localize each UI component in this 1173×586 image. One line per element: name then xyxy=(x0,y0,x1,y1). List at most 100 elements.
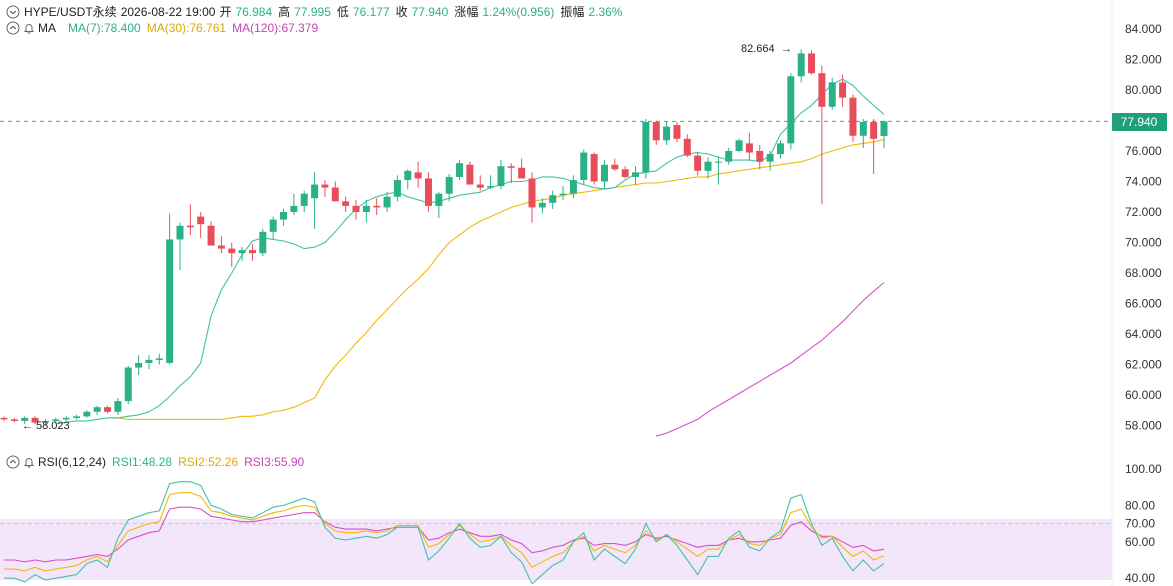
price-axis-tick: 76.000 xyxy=(1125,144,1162,158)
candle-body xyxy=(52,419,60,421)
candle-body xyxy=(176,225,184,240)
rsi2-line xyxy=(4,492,885,572)
candle-body xyxy=(321,184,329,188)
candle-body xyxy=(342,201,350,206)
candle-body xyxy=(673,125,681,139)
candle xyxy=(352,199,360,220)
candle-body xyxy=(476,184,484,188)
ma7-value: MA(7):78.400 xyxy=(68,21,141,35)
candle xyxy=(725,147,733,165)
candle-body xyxy=(745,143,753,153)
candle-body xyxy=(569,179,577,194)
candle xyxy=(839,74,847,107)
candle-body xyxy=(72,416,80,418)
rsi1-line xyxy=(4,481,885,585)
price-axis-tick: 70.000 xyxy=(1125,236,1162,250)
candle-body xyxy=(776,143,784,155)
candle-body xyxy=(228,248,236,254)
candle xyxy=(259,228,267,257)
candle-body xyxy=(362,205,370,212)
ma30-line xyxy=(107,138,885,420)
candle xyxy=(590,152,598,185)
candle xyxy=(776,140,784,159)
candle-body xyxy=(186,225,194,228)
candle-body xyxy=(518,167,526,179)
price-axis-tick: 72.000 xyxy=(1125,205,1162,219)
candle-body xyxy=(528,178,536,208)
candle xyxy=(373,198,381,216)
candle-body xyxy=(248,250,256,254)
candle xyxy=(870,118,878,174)
candle xyxy=(186,204,194,235)
rsi-axis-tick: 80.00 xyxy=(1125,498,1155,512)
ma-legend: MA MA(7):78.400 MA(30):76.761 MA(120):67… xyxy=(0,21,324,35)
candle xyxy=(880,120,888,149)
bell-icon[interactable] xyxy=(22,455,36,469)
candle-body xyxy=(621,169,629,177)
candle xyxy=(538,198,546,214)
candle xyxy=(745,132,753,161)
candle-body xyxy=(590,154,598,182)
candle xyxy=(694,152,702,176)
candle-body xyxy=(104,407,112,412)
candle xyxy=(797,49,805,83)
collapse-icon[interactable] xyxy=(6,455,20,469)
price-axis-tick: 64.000 xyxy=(1125,327,1162,341)
candle xyxy=(269,216,277,240)
candle xyxy=(383,192,391,212)
rsi3-value: RSI3:55.90 xyxy=(244,455,305,469)
candle xyxy=(849,94,857,142)
candle xyxy=(331,181,339,202)
candle-body xyxy=(580,152,588,180)
candle-body xyxy=(10,419,18,421)
current-price-text: 77.940 xyxy=(1121,115,1158,129)
candle-body xyxy=(83,411,91,417)
candle-body xyxy=(652,122,660,141)
candle-body xyxy=(31,417,39,423)
candle-body xyxy=(124,367,132,402)
candle xyxy=(518,158,526,179)
low-marker-arrow: ← xyxy=(22,420,33,432)
candle-body xyxy=(311,184,319,199)
candle-body xyxy=(155,358,163,360)
ma30-value: MA(30):76.761 xyxy=(146,21,227,35)
rsi1-value: RSI1:48.28 xyxy=(112,455,173,469)
bell-icon[interactable] xyxy=(22,21,36,35)
candle xyxy=(104,405,112,414)
high-value: 77.995 xyxy=(294,4,331,19)
price-axis-tick: 74.000 xyxy=(1125,175,1162,189)
candle-body xyxy=(663,126,671,141)
candle xyxy=(207,221,215,246)
candle-body xyxy=(632,172,640,177)
candle-body xyxy=(611,164,619,170)
ma120-line xyxy=(656,282,885,437)
candle xyxy=(166,213,174,365)
candle xyxy=(238,247,246,261)
candle xyxy=(10,417,18,423)
candle xyxy=(362,199,370,223)
candle xyxy=(342,196,350,212)
candle xyxy=(549,190,557,209)
candle-body xyxy=(383,196,391,208)
candle-body xyxy=(808,53,816,74)
candle xyxy=(197,212,205,238)
candle xyxy=(93,405,101,415)
candle xyxy=(600,160,608,190)
candle-body xyxy=(62,417,70,420)
candle-body xyxy=(704,161,712,171)
candle-body xyxy=(756,151,764,162)
candle xyxy=(859,118,867,148)
candle xyxy=(145,355,153,370)
ma120-value: MA(120):67.379 xyxy=(232,21,319,35)
candle xyxy=(155,353,163,365)
candle xyxy=(497,160,505,190)
candle-body xyxy=(114,401,122,412)
candle-body xyxy=(466,164,474,185)
candle xyxy=(808,50,816,75)
candle-body xyxy=(259,231,267,254)
chevron-down-icon[interactable] xyxy=(6,5,20,19)
candle-body xyxy=(280,212,288,220)
collapse-icon[interactable] xyxy=(6,21,20,35)
candle xyxy=(756,144,764,170)
